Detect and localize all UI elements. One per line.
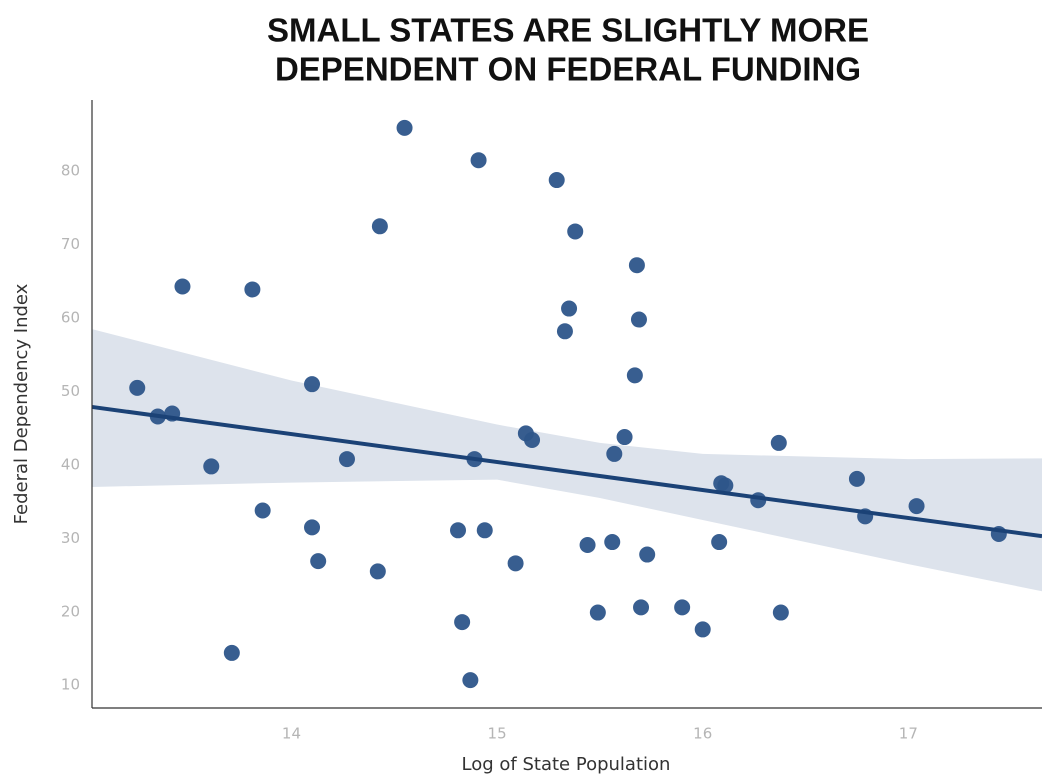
x-tick-label: 17 — [899, 725, 918, 743]
x-tick-label: 14 — [282, 725, 301, 743]
data-point — [470, 152, 487, 169]
y-tick-label: 60 — [61, 309, 80, 327]
data-point — [450, 522, 467, 539]
y-tick-label: 40 — [61, 455, 80, 473]
data-point — [606, 445, 623, 462]
y-tick-label: 20 — [61, 602, 80, 620]
data-point — [561, 300, 578, 317]
data-point — [304, 376, 321, 393]
data-point — [674, 599, 691, 616]
data-point — [507, 555, 524, 572]
data-point — [369, 563, 386, 580]
data-point — [616, 429, 633, 446]
data-point — [604, 534, 621, 551]
y-tick-label: 80 — [61, 162, 80, 180]
y-tick-label: 50 — [61, 382, 80, 400]
data-point — [203, 458, 220, 475]
x-axis-label: Log of State Population — [462, 754, 671, 775]
y-tick-label: 30 — [61, 529, 80, 547]
regression-line — [91, 404, 1042, 539]
data-point — [556, 323, 573, 340]
data-point — [711, 534, 728, 551]
confidence-band — [92, 329, 1042, 592]
x-tick-label: 16 — [693, 725, 712, 743]
data-point — [589, 604, 606, 621]
data-point — [476, 522, 493, 539]
data-point — [908, 498, 925, 515]
data-point — [254, 502, 271, 519]
data-point — [304, 519, 321, 536]
data-point — [454, 614, 471, 631]
data-point — [548, 172, 565, 189]
data-point — [371, 218, 388, 235]
data-point — [524, 431, 541, 448]
x-tick-label: 15 — [488, 725, 507, 743]
data-point — [630, 311, 647, 328]
data-point — [223, 644, 240, 661]
data-point — [396, 119, 413, 136]
data-point — [848, 470, 865, 487]
data-point — [633, 599, 650, 616]
data-point — [626, 367, 643, 384]
data-point — [772, 604, 789, 621]
data-point — [628, 257, 645, 274]
data-point — [770, 434, 787, 451]
y-tick-label: 10 — [61, 676, 80, 694]
chart-title: SMALL STATES ARE SLIGHTLY MORE — [267, 12, 869, 49]
data-point — [244, 281, 261, 298]
data-point — [639, 546, 656, 563]
data-point — [462, 672, 479, 689]
data-point — [174, 278, 191, 295]
y-axis-label: Federal Dependency Index — [11, 283, 32, 524]
data-point — [338, 451, 355, 468]
data-point — [567, 223, 584, 240]
chart-subtitle: DEPENDENT ON FEDERAL FUNDING — [275, 51, 861, 88]
data-point — [694, 621, 711, 638]
y-tick-label: 70 — [61, 235, 80, 253]
data-point — [310, 553, 327, 570]
data-point — [129, 379, 146, 396]
data-point — [717, 477, 734, 494]
data-point — [579, 536, 596, 553]
